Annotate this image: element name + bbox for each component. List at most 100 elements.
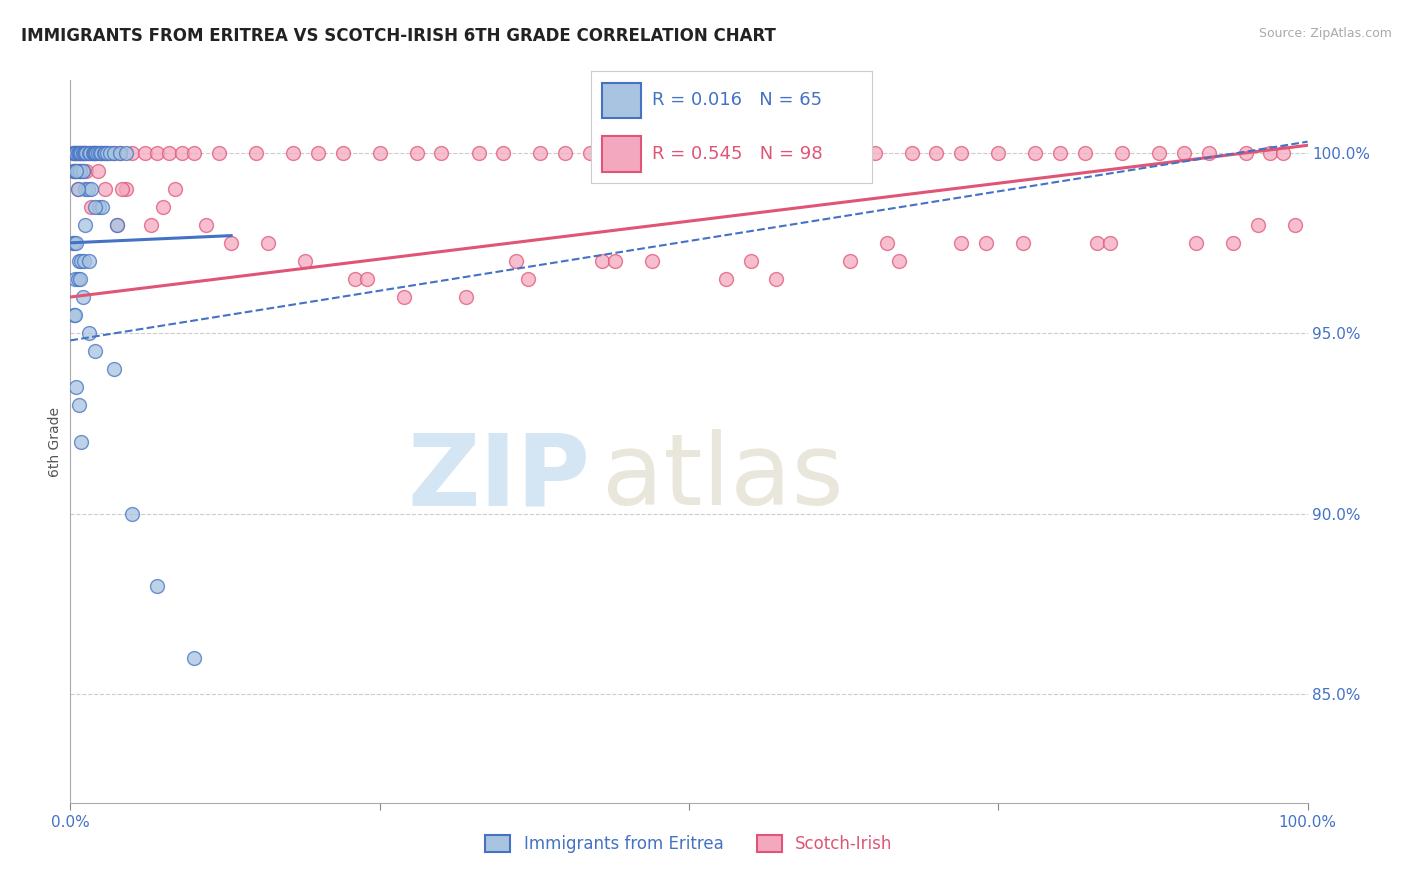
Point — [63, 308, 86, 322]
Point — [77, 254, 100, 268]
Point — [94, 145, 117, 160]
Point — [84, 200, 107, 214]
Point — [554, 145, 576, 160]
Point — [75, 145, 97, 160]
Text: R = 0.545   N = 98: R = 0.545 N = 98 — [652, 145, 823, 163]
Point — [66, 182, 89, 196]
Point — [65, 145, 87, 160]
Point — [307, 145, 329, 160]
Point — [456, 290, 478, 304]
Point — [294, 254, 316, 268]
Point — [529, 145, 551, 160]
Point — [73, 145, 96, 160]
Point — [62, 163, 84, 178]
Point — [332, 145, 354, 160]
Point — [70, 145, 93, 160]
Point — [65, 235, 87, 250]
Point — [65, 380, 87, 394]
Point — [1173, 145, 1195, 160]
Point — [66, 145, 89, 160]
Point — [394, 290, 416, 304]
Point — [517, 272, 540, 286]
Point — [1234, 145, 1257, 160]
Text: ZIP: ZIP — [408, 429, 591, 526]
Point — [1074, 145, 1097, 160]
Point — [863, 145, 886, 160]
Point — [90, 145, 112, 160]
Point — [91, 200, 114, 214]
Point — [105, 218, 128, 232]
Point — [492, 145, 515, 160]
Point — [75, 182, 97, 196]
Point — [925, 145, 948, 160]
Point — [987, 145, 1010, 160]
Point — [84, 145, 107, 160]
Point — [152, 200, 174, 214]
Point — [87, 200, 110, 214]
Point — [505, 254, 527, 268]
Point — [950, 235, 973, 250]
Point — [1198, 145, 1220, 160]
Point — [714, 272, 737, 286]
Point — [80, 182, 103, 196]
Point — [765, 272, 787, 286]
Point — [67, 145, 90, 160]
Point — [1271, 145, 1294, 160]
Bar — [602, 83, 641, 119]
Point — [157, 145, 180, 160]
Point — [974, 235, 997, 250]
Point — [72, 163, 94, 178]
Point — [84, 344, 107, 359]
Point — [950, 145, 973, 160]
Legend: Immigrants from Eritrea, Scotch-Irish: Immigrants from Eritrea, Scotch-Irish — [478, 828, 900, 860]
Text: IMMIGRANTS FROM ERITREA VS SCOTCH-IRISH 6TH GRADE CORRELATION CHART: IMMIGRANTS FROM ERITREA VS SCOTCH-IRISH … — [21, 27, 776, 45]
Point — [63, 145, 86, 160]
Point — [343, 272, 366, 286]
Point — [72, 145, 94, 160]
Point — [72, 290, 94, 304]
Point — [96, 145, 118, 160]
Point — [67, 254, 90, 268]
Point — [616, 145, 638, 160]
Point — [1260, 145, 1282, 160]
Point — [62, 145, 84, 160]
Point — [430, 145, 453, 160]
Point — [111, 182, 134, 196]
Point — [63, 163, 86, 178]
Text: atlas: atlas — [602, 429, 844, 526]
Point — [63, 145, 86, 160]
Point — [121, 145, 143, 160]
Point — [1024, 145, 1046, 160]
Point — [467, 145, 489, 160]
Point — [281, 145, 304, 160]
Point — [195, 218, 218, 232]
Point — [90, 145, 112, 160]
Point — [579, 145, 602, 160]
Point — [146, 579, 169, 593]
Point — [1222, 235, 1244, 250]
Point — [1247, 218, 1270, 232]
Point — [75, 145, 97, 160]
Point — [62, 235, 84, 250]
Point — [94, 182, 117, 196]
Point — [115, 182, 138, 196]
Point — [356, 272, 378, 286]
Point — [678, 145, 700, 160]
Point — [70, 254, 93, 268]
Point — [69, 163, 91, 178]
Point — [108, 145, 131, 160]
Point — [66, 163, 89, 178]
Point — [77, 145, 100, 160]
Point — [801, 145, 824, 160]
Point — [740, 145, 762, 160]
Point — [89, 145, 111, 160]
Point — [257, 235, 280, 250]
Y-axis label: 6th Grade: 6th Grade — [48, 407, 62, 476]
Point — [66, 182, 89, 196]
Point — [77, 326, 100, 341]
Point — [368, 145, 391, 160]
Point — [65, 145, 87, 160]
Point — [70, 145, 93, 160]
Point — [900, 145, 922, 160]
Bar — [602, 136, 641, 171]
